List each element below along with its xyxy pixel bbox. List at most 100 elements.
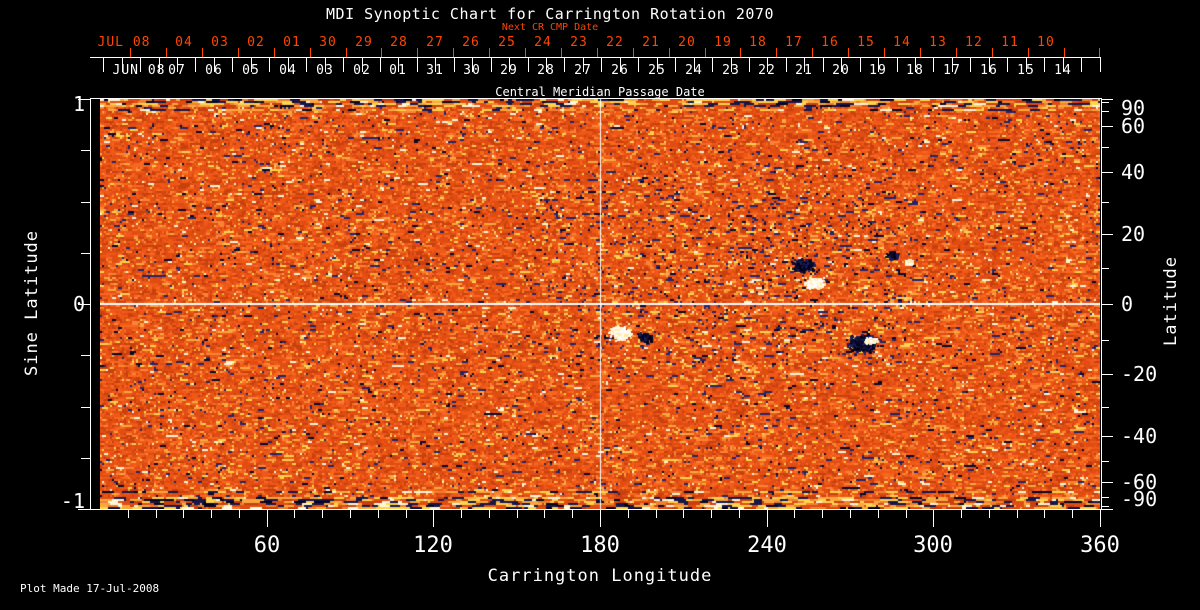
top-axis-day-label: 04 [175,35,193,50]
right-axis-minor-tick [1101,506,1109,507]
cmp-axis-day-label: 18 [906,63,924,78]
top-axis-day-label: 29 [355,35,373,50]
cmp-axis-tick [343,57,344,72]
bottom-axis-minor-tick [1072,510,1073,518]
bottom-axis-tick-label: 60 [253,533,281,558]
right-axis-tick-label: 0 [1121,292,1134,316]
cmp-axis-day-label: 23 [722,63,740,78]
bottom-axis-minor-tick [211,510,212,518]
cmp-axis-tick [454,57,455,72]
cmp-axis-tick [214,57,215,72]
cmp-axis-tick [269,57,270,72]
right-axis-tick [1101,509,1113,510]
cmp-axis-day-label: 31 [426,63,444,78]
right-axis-minor-tick [1101,340,1109,341]
cmp-axis-tick [159,57,160,72]
top-axis-day-label: 25 [498,35,516,50]
top-axis-month-label: JUL 08 [97,35,151,50]
bottom-axis-minor-tick [739,510,740,518]
cmp-axis-tick [1026,57,1027,72]
right-axis-tick-label: -20 [1121,362,1158,386]
top-axis-tick [705,48,706,57]
right-axis-minor-tick [1101,102,1109,103]
cmp-axis-tick [140,57,141,72]
cmp-axis-tick [878,57,879,72]
left-axis-minor-tick [81,202,90,203]
right-axis-tick [1101,126,1113,127]
top-axis-day-label: 28 [390,35,408,50]
top-axis-day-label: 30 [319,35,337,50]
bottom-axis-minor-tick [378,510,379,518]
bottom-axis-minor-tick [906,510,907,518]
cmp-axis-tick [897,57,898,72]
left-axis-tick-label: 1 [72,92,85,116]
right-axis-tick-label: 20 [1121,222,1146,246]
bottom-axis-tick [933,510,934,527]
bottom-axis-tick-label: 360 [1080,533,1120,558]
left-axis-tick-label: -1 [60,489,85,513]
cmp-axis-tick [657,57,658,72]
right-axis-tick-label: 40 [1121,160,1146,184]
cmp-axis-tick [933,57,934,72]
chart-title: MDI Synoptic Chart for Carrington Rotati… [326,5,774,23]
top-axis-day-label: 10 [1037,35,1055,50]
cmp-axis-tick [638,57,639,72]
right-axis-minor-tick [1101,202,1109,203]
cmp-axis-tick [860,57,861,72]
right-axis-tick-label: -90 [1121,487,1158,511]
top-axis-day-label: 19 [714,35,732,50]
cmp-axis-tick [288,57,289,72]
top-axis-day-label: 14 [893,35,911,50]
top-axis-tick [633,48,634,57]
cmp-axis-tick [786,57,787,72]
plot-frame-left [90,98,91,510]
cmp-axis-tick [472,57,473,72]
date-axis-line [90,57,1101,58]
top-axis-tick [561,48,562,57]
right-axis-tick [1101,482,1113,483]
right-axis-minor-tick [1101,497,1109,498]
top-axis-tick [1064,48,1065,57]
cmp-axis-day-label: 24 [685,63,703,78]
top-axis-tick [274,48,275,57]
right-axis-minor-tick [1101,461,1109,462]
top-axis-day-label: 16 [821,35,839,50]
top-axis-tick [346,48,347,57]
top-axis-tick [166,48,167,57]
plot-frame-bottom [88,509,1101,510]
top-axis-day-label: 24 [534,35,552,50]
left-axis-minor-tick [81,458,90,459]
cmp-axis-tick [767,57,768,72]
right-axis-minor-tick [1101,111,1109,112]
cmp-axis-tick [620,57,621,72]
right-axis-tick-label: 90 [1121,96,1146,120]
left-axis-tick [78,509,90,510]
next-cr-cmp-date-label: Next CR CMP Date [501,22,599,33]
top-axis-tick [597,48,598,57]
cmp-axis-day-label: 04 [279,63,297,78]
cmp-axis-tick [564,57,565,72]
bottom-axis-tick [1100,510,1101,527]
top-axis-tick [812,48,813,57]
top-axis-day-label: 26 [462,35,480,50]
cmp-axis-tick [841,57,842,72]
bottom-axis-minor-tick [544,510,545,518]
bottom-axis-tick [433,510,434,527]
top-axis-tick [238,48,239,57]
cmp-axis-tick [823,57,824,72]
top-axis-day-label: 12 [965,35,983,50]
cmp-axis-day-label: 27 [574,63,592,78]
cmp-axis-tick [1100,57,1101,72]
right-axis-tick-label: -40 [1121,424,1158,448]
top-axis-tick [417,48,418,57]
cmp-axis-tick [546,57,547,72]
bottom-axis-minor-tick [850,510,851,518]
cmp-axis-day-label: 30 [463,63,481,78]
top-axis-day-label: 17 [785,35,803,50]
right-axis-tick [1101,436,1113,437]
cmp-axis-day-label: 06 [205,63,223,78]
bottom-axis-tick-label: 120 [413,533,453,558]
cmp-axis-tick [804,57,805,72]
right-axis-tick [1101,234,1113,235]
left-axis-minor-tick [81,407,90,408]
